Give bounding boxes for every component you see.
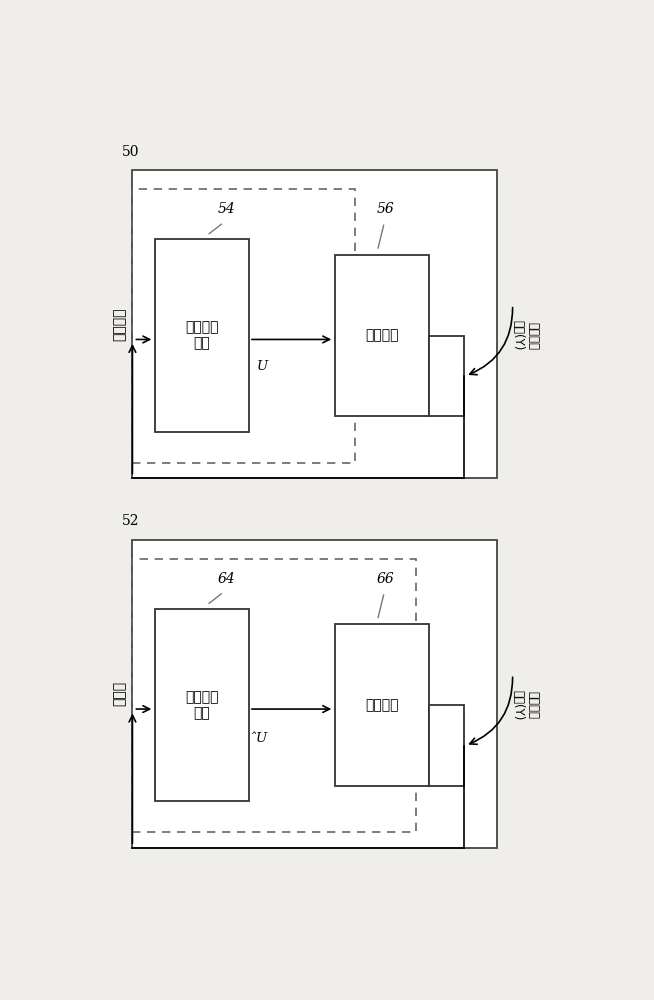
Text: 实际控制
网络: 实际控制 网络 bbox=[185, 320, 219, 351]
Text: 仿真器: 仿真器 bbox=[112, 681, 127, 706]
Bar bbox=[132, 189, 356, 463]
Text: 过程模型: 过程模型 bbox=[366, 698, 399, 712]
Bar bbox=[155, 609, 249, 801]
Bar bbox=[336, 255, 429, 416]
Text: 52: 52 bbox=[122, 514, 140, 528]
Text: 64: 64 bbox=[217, 572, 235, 586]
Text: 54: 54 bbox=[217, 202, 235, 216]
Bar bbox=[132, 559, 417, 832]
Text: ̂U: ̂U bbox=[256, 732, 267, 745]
Text: 实际过程: 实际过程 bbox=[366, 329, 399, 343]
Text: 56: 56 bbox=[377, 202, 395, 216]
Text: 实际过程
变量(Y): 实际过程 变量(Y) bbox=[511, 320, 540, 351]
Bar bbox=[336, 624, 429, 786]
Text: U: U bbox=[256, 360, 267, 373]
Text: 仿真过程
变量(Y): 仿真过程 变量(Y) bbox=[511, 690, 540, 720]
Text: 50: 50 bbox=[122, 144, 140, 158]
Bar bbox=[429, 705, 464, 786]
Bar bbox=[155, 239, 249, 432]
Text: 66: 66 bbox=[377, 572, 395, 586]
Bar bbox=[429, 336, 464, 416]
Text: 仿真控制
网络: 仿真控制 网络 bbox=[185, 690, 219, 720]
Bar bbox=[132, 540, 498, 848]
Text: 控制系统: 控制系统 bbox=[112, 307, 127, 341]
Bar bbox=[132, 170, 498, 478]
